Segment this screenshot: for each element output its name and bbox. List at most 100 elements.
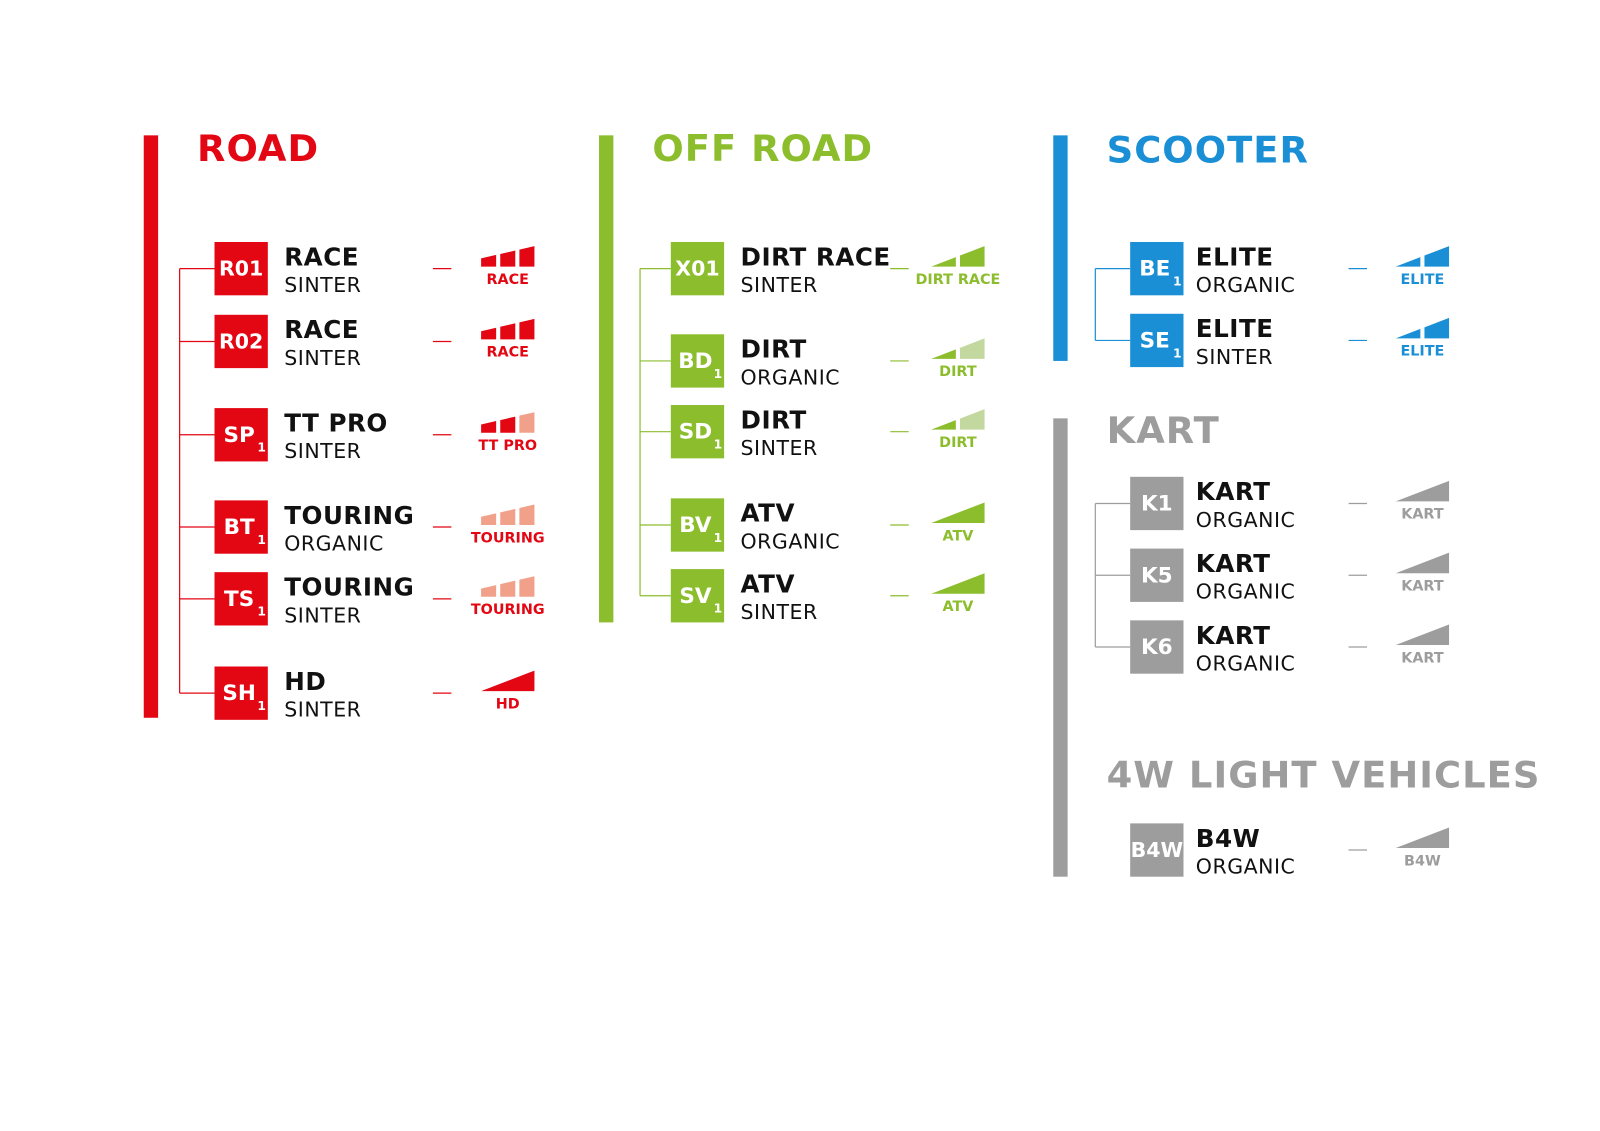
section-bar	[1053, 418, 1068, 877]
code-box	[214, 500, 268, 554]
badge-label: DIRT RACE	[915, 272, 1000, 288]
code-box	[1130, 548, 1184, 602]
product-name: TOURING	[284, 501, 414, 530]
compound: SINTER	[284, 698, 361, 722]
badge-label: ELITE	[1400, 344, 1444, 360]
compound: ORGANIC	[1196, 508, 1296, 532]
code: TS	[224, 587, 254, 612]
code: BE	[1139, 257, 1170, 282]
product-name: DIRT RACE	[741, 242, 891, 271]
badge-label: TOURING	[471, 602, 545, 618]
icon-segment	[481, 670, 535, 692]
code-sub: 1	[714, 367, 723, 381]
icon-segment	[931, 573, 985, 594]
code: R02	[219, 329, 263, 353]
code-box	[670, 569, 725, 623]
code: R01	[219, 257, 263, 281]
code: BD	[678, 349, 712, 374]
code-sub: 1	[714, 602, 723, 616]
code-box	[1130, 241, 1184, 296]
compound: ORGANIC	[741, 529, 841, 553]
code-box	[670, 334, 725, 388]
icon-segment	[931, 420, 956, 430]
icon-segment	[500, 323, 516, 340]
product-name: KART	[1196, 477, 1271, 506]
product-name: TT PRO	[284, 409, 388, 438]
badge-label: ATV	[942, 599, 974, 615]
section-bar	[143, 135, 159, 718]
icon-segment	[500, 580, 516, 597]
code-box	[214, 241, 268, 296]
code-sub: 1	[257, 605, 266, 619]
icon-segment	[519, 412, 535, 433]
section-title: SCOOTER	[1107, 128, 1309, 171]
compound: ORGANIC	[1196, 580, 1296, 604]
section-title: ROAD	[197, 127, 319, 170]
code-box	[670, 498, 725, 552]
compound: SINTER	[284, 603, 361, 627]
compound: SINTER	[1196, 345, 1273, 369]
icon-segment	[519, 576, 535, 597]
code: SH	[222, 681, 256, 706]
icon-segment	[481, 585, 497, 597]
icon-segment	[1395, 624, 1450, 645]
icon-segment	[500, 416, 516, 433]
product-name: RACE	[284, 315, 359, 344]
compound: SINTER	[741, 436, 818, 460]
code-box	[670, 241, 725, 296]
code-sub: 1	[257, 441, 266, 455]
code-box	[214, 572, 268, 626]
icon-segment	[1424, 246, 1450, 267]
product-name: ELITE	[1196, 314, 1274, 343]
icon-segment	[931, 349, 956, 359]
code-box	[214, 408, 268, 462]
code: B4W	[1131, 838, 1184, 862]
compound: ORGANIC	[1196, 651, 1296, 675]
badge-label: RACE	[487, 345, 529, 361]
code-sub: 1	[714, 531, 723, 545]
product-name: HD	[284, 667, 326, 696]
compound: SINTER	[741, 273, 818, 297]
code: SE	[1140, 328, 1170, 353]
product-name: RACE	[284, 242, 359, 271]
section-title: KART	[1107, 409, 1220, 452]
code: X01	[675, 257, 719, 281]
badge-label: KART	[1401, 650, 1444, 666]
compound: SINTER	[284, 273, 361, 297]
icon-segment	[519, 246, 535, 267]
badge-label: B4W	[1404, 853, 1441, 869]
compound: SINTER	[284, 439, 361, 463]
code-box	[670, 405, 725, 459]
product-name: DIRT	[741, 335, 807, 364]
badge-label: TT PRO	[478, 438, 537, 454]
code-box	[1130, 476, 1184, 531]
code-sub: 1	[1173, 346, 1182, 360]
product-name: DIRT	[741, 405, 807, 434]
code: K5	[1141, 563, 1173, 588]
code: K6	[1141, 635, 1173, 660]
code-sub: 1	[1173, 274, 1182, 288]
icon-segment	[959, 338, 985, 359]
section-bar	[1053, 135, 1068, 361]
compound: ORGANIC	[1196, 273, 1296, 297]
code-box	[1130, 620, 1184, 674]
icon-segment	[1395, 827, 1450, 848]
code-box	[1130, 823, 1184, 877]
product-name: TOURING	[284, 573, 414, 602]
badge-label: DIRT	[939, 364, 977, 380]
icon-segment	[1395, 328, 1421, 339]
code: SP	[223, 423, 254, 448]
compound: SINTER	[284, 346, 361, 370]
code: SV	[679, 584, 711, 609]
compound: SINTER	[741, 600, 818, 624]
section-title: OFF ROAD	[652, 127, 873, 170]
icon-segment	[500, 508, 516, 525]
product-name: KART	[1196, 621, 1271, 650]
product-name: KART	[1196, 549, 1271, 578]
badge-label: TOURING	[471, 530, 545, 546]
code: BT	[224, 515, 255, 540]
icon-segment	[1395, 257, 1421, 267]
product-name: B4W	[1196, 824, 1261, 853]
code: BV	[679, 513, 712, 538]
